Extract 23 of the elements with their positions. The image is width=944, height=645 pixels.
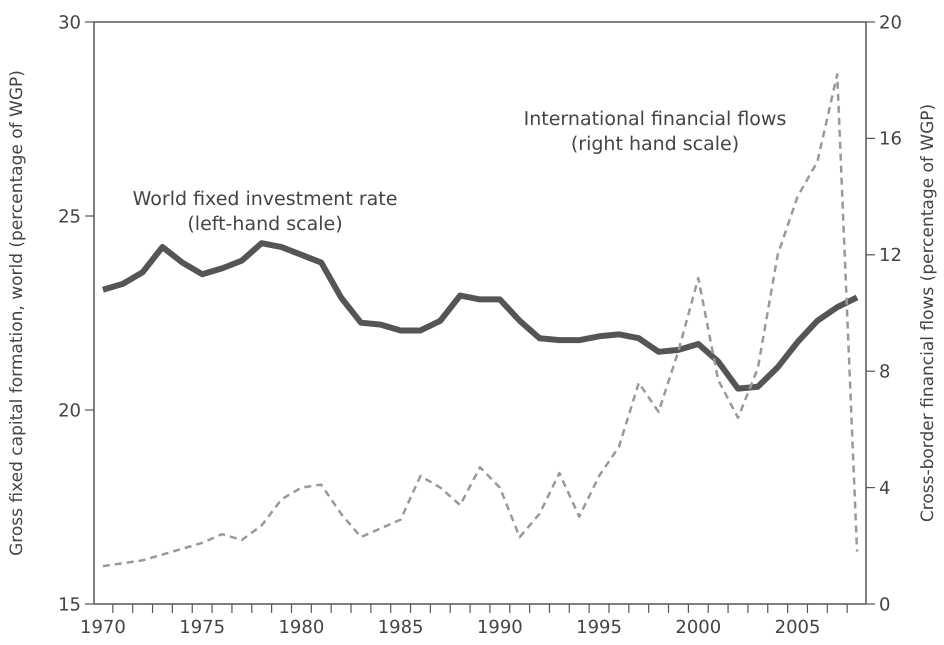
x-tick-label: 1985 — [378, 617, 424, 638]
y2-tick-label: 20 — [879, 12, 902, 34]
y2-axis-title: Cross-border financial flows (percentage of WGP) — [918, 104, 938, 522]
y2-tick-label: 8 — [879, 362, 890, 382]
x-tick-label: 2000 — [675, 617, 722, 638]
line-series — [102, 73, 858, 568]
x-tick-label: 1990 — [476, 617, 523, 638]
x-tick-label: 2005 — [774, 617, 820, 638]
x-tick-label: 1970 — [80, 617, 126, 638]
series-label: International financial flows (right hand scale) — [524, 108, 786, 155]
x-tick-label: 1980 — [278, 617, 324, 638]
x-tick-label: 1995 — [576, 617, 622, 638]
y-tick-label: 25 — [58, 206, 81, 228]
x-tick-label: 1975 — [179, 617, 226, 638]
y-tick-label: 15 — [58, 594, 81, 616]
y-tick-label: 20 — [58, 400, 81, 422]
y-axis-title: Gross fixed capital formation, world (percentage of WGP) — [7, 70, 27, 556]
y2-tick-label: 4 — [879, 478, 890, 499]
series-label: World fixed investment rate (left-hand scale) — [132, 188, 398, 235]
y2-tick-label: 16 — [879, 128, 902, 150]
y2-tick-label: 0 — [879, 594, 890, 616]
y-tick-label: 30 — [58, 12, 81, 34]
y2-tick-label: 12 — [879, 245, 902, 266]
